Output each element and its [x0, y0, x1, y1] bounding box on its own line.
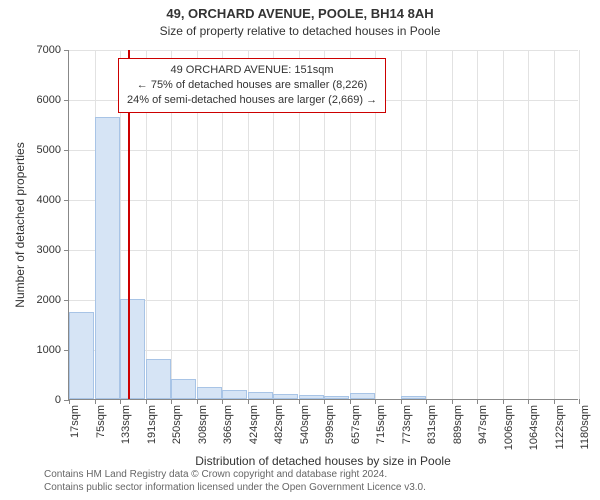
x-tick-mark — [95, 399, 96, 404]
histogram-bar — [95, 117, 120, 400]
x-tick-mark — [324, 399, 325, 404]
x-tick-mark — [452, 399, 453, 404]
x-tick-mark — [579, 399, 580, 404]
histogram-bar — [299, 395, 324, 400]
histogram-bar — [69, 312, 94, 400]
footer-line: Contains public sector information licen… — [44, 481, 426, 494]
histogram-bar — [146, 359, 171, 399]
x-tick-label: 75sqm — [95, 405, 107, 465]
x-tick-mark — [222, 399, 223, 404]
x-tick-mark — [401, 399, 402, 404]
histogram-bar — [273, 394, 298, 399]
histogram-bar — [324, 396, 349, 400]
x-tick-mark — [197, 399, 198, 404]
x-tick-mark — [273, 399, 274, 404]
grid-line-vertical — [528, 50, 529, 399]
grid-line-vertical — [554, 50, 555, 399]
histogram-bar — [222, 390, 247, 399]
x-tick-label: 1064sqm — [528, 405, 540, 465]
grid-line-vertical — [426, 50, 427, 399]
y-tick-label: 2000 — [37, 294, 69, 306]
histogram-bar — [350, 393, 375, 399]
y-tick-label: 5000 — [37, 144, 69, 156]
x-tick-label: 191sqm — [146, 405, 158, 465]
y-tick-label: 1000 — [37, 344, 69, 356]
grid-line-vertical — [579, 50, 580, 399]
x-tick-mark — [248, 399, 249, 404]
grid-line-vertical — [477, 50, 478, 399]
x-tick-label: 250sqm — [171, 405, 183, 465]
x-tick-label: 17sqm — [69, 405, 81, 465]
x-tick-mark — [120, 399, 121, 404]
x-tick-mark — [503, 399, 504, 404]
histogram-bar — [171, 379, 196, 399]
x-tick-label: 889sqm — [452, 405, 464, 465]
histogram-bar — [248, 392, 273, 400]
y-axis-label: Number of detached properties — [13, 142, 27, 307]
histogram-bar — [120, 299, 145, 399]
y-tick-label: 6000 — [37, 94, 69, 106]
x-tick-label: 1006sqm — [503, 405, 515, 465]
chart-title-sub: Size of property relative to detached ho… — [0, 24, 600, 38]
annotation-line: ← 75% of detached houses are smaller (8,… — [127, 78, 377, 93]
y-tick-label: 3000 — [37, 244, 69, 256]
annotation-box: 49 ORCHARD AVENUE: 151sqm← 75% of detach… — [118, 58, 386, 113]
annotation-line: 24% of semi-detached houses are larger (… — [127, 93, 377, 108]
histogram-bar — [401, 396, 426, 399]
x-tick-mark — [146, 399, 147, 404]
x-tick-mark — [477, 399, 478, 404]
y-tick-label: 7000 — [37, 44, 69, 56]
chart-title-main: 49, ORCHARD AVENUE, POOLE, BH14 8AH — [0, 6, 600, 21]
x-tick-label: 1180sqm — [579, 405, 591, 465]
x-tick-mark — [426, 399, 427, 404]
y-tick-label: 0 — [55, 394, 69, 406]
x-tick-mark — [554, 399, 555, 404]
grid-line-vertical — [452, 50, 453, 399]
x-tick-label: 1122sqm — [554, 405, 566, 465]
annotation-line: 49 ORCHARD AVENUE: 151sqm — [127, 63, 377, 78]
grid-line-vertical — [401, 50, 402, 399]
x-tick-label: 947sqm — [477, 405, 489, 465]
histogram-bar — [197, 387, 222, 400]
y-tick-label: 4000 — [37, 194, 69, 206]
footer-line: Contains HM Land Registry data © Crown c… — [44, 468, 426, 481]
x-tick-mark — [528, 399, 529, 404]
x-tick-mark — [69, 399, 70, 404]
x-tick-mark — [350, 399, 351, 404]
footer-attribution: Contains HM Land Registry data © Crown c… — [44, 468, 426, 494]
x-tick-mark — [171, 399, 172, 404]
grid-line-vertical — [503, 50, 504, 399]
x-tick-mark — [375, 399, 376, 404]
x-tick-label: 133sqm — [120, 405, 132, 465]
x-axis-label: Distribution of detached houses by size … — [195, 454, 451, 468]
x-tick-mark — [299, 399, 300, 404]
